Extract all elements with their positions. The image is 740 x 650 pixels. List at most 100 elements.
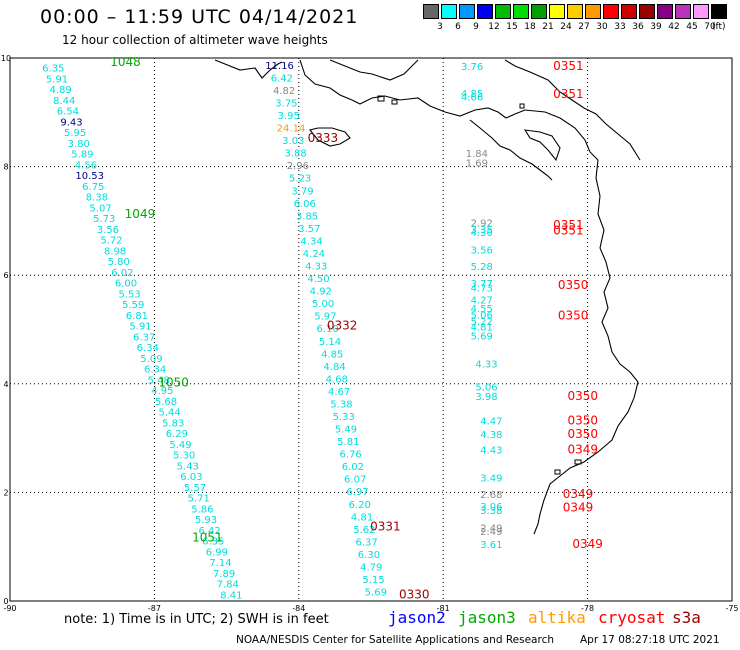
pass-number-label: 0350 <box>558 309 589 323</box>
swh-value: 3.06 <box>480 502 502 513</box>
swh-value: 4.85 <box>321 349 343 360</box>
pass-number-label: 1048 <box>110 55 141 69</box>
x-tick-label: -87 <box>148 604 161 613</box>
legend-swatch <box>423 4 439 19</box>
legend-swatch-label: 24 <box>560 22 572 32</box>
swh-value: 4.38 <box>480 430 502 441</box>
swh-value: 5.80 <box>108 257 130 268</box>
swh-value: 3.03 <box>282 136 304 147</box>
pass-number-label: 1051 <box>192 530 223 544</box>
swh-value: 5.57 <box>184 483 206 494</box>
swh-value: 7.84 <box>217 580 239 591</box>
pass-number-label: 1050 <box>158 376 189 390</box>
pass-number-label: 0350 <box>568 414 599 428</box>
swh-value: 4.79 <box>360 562 382 573</box>
swh-value: 8.44 <box>53 96 75 107</box>
legend-swatch-label: 27 <box>578 22 590 32</box>
pass-number-label: 0351 <box>553 59 584 73</box>
mission-label-cryosat: cryosat <box>598 608 666 627</box>
coastline-bay <box>523 129 561 162</box>
swh-value: 4.92 <box>310 287 332 298</box>
legend-swatch-label: 36 <box>632 22 644 32</box>
swh-value: 6.37 <box>133 332 155 343</box>
swh-value: 2.96 <box>287 161 309 172</box>
pass-number-label: 0349 <box>563 500 594 514</box>
legend-swatch-label: 12 <box>488 22 500 32</box>
swh-value: 5.83 <box>162 418 184 429</box>
y-tick-label: 10 <box>1 54 11 63</box>
swh-value: 5.89 <box>71 150 93 161</box>
pass-number-label: 0351 <box>553 223 584 237</box>
swh-value: 5.15 <box>362 575 384 586</box>
swh-value: 5.69 <box>365 588 387 599</box>
credit-text: NOAA/NESDIS Center for Satellite Applica… <box>236 634 554 646</box>
swh-value: 7.14 <box>209 558 231 569</box>
swh-value: 24.14 <box>277 124 306 135</box>
swh-value: 5.91 <box>129 322 151 333</box>
swh-value: 5.95 <box>64 128 86 139</box>
footer-note: note: 1) Time is in UTC; 2) SWH is in fe… <box>64 612 329 627</box>
swh-value: 5.86 <box>191 504 213 515</box>
swh-value: 4.47 <box>480 417 502 428</box>
swh-value: 9.43 <box>60 117 82 128</box>
swh-value: 6.81 <box>126 311 148 322</box>
swh-value: 6.42 <box>198 526 220 537</box>
swh-value: 2.92 <box>471 218 493 229</box>
mission-label-s3a: s3a <box>672 608 701 627</box>
swh-value: 6.02 <box>111 268 133 279</box>
swh-value: 4.68 <box>326 374 348 385</box>
x-tick-label: -75 <box>725 604 738 613</box>
satellite-tracks: 6.355.914.898.446.549.435.953.805.894.56… <box>42 55 429 601</box>
legend-swatch-label: 15 <box>506 22 518 32</box>
legend-swatch <box>459 4 475 19</box>
legend-swatch-label: 45 <box>686 22 698 32</box>
chart-subtitle: 12 hour collection of altimeter wave hei… <box>62 33 328 47</box>
legend-swatch-label: 33 <box>614 22 626 32</box>
swh-value: 7.89 <box>213 569 235 580</box>
swh-value: 5.38 <box>330 399 352 410</box>
swh-value: 5.72 <box>100 236 122 247</box>
swh-value: 4.89 <box>49 85 71 96</box>
swh-value: 3.35 <box>471 225 493 236</box>
swh-value: 5.00 <box>312 299 334 310</box>
swh-value: 4.67 <box>328 387 350 398</box>
coastline-florida <box>469 119 553 181</box>
legend-swatch-label: 39 <box>650 22 662 32</box>
coastline <box>214 59 641 535</box>
x-tick-label: -78 <box>581 604 594 613</box>
swh-value: 3.77 <box>471 279 493 290</box>
pass-number-label: 0331 <box>370 519 401 533</box>
swh-value: 3.56 <box>97 225 119 236</box>
legend-swatch <box>639 4 655 19</box>
legend-swatch-label: 18 <box>524 22 536 32</box>
swh-value: 5.91 <box>46 74 68 85</box>
legend-swatch <box>531 4 547 19</box>
legend-swatch-label: 42 <box>668 22 680 32</box>
pass-number-label: 0349 <box>572 537 603 551</box>
swh-value: 3.79 <box>291 186 313 197</box>
swh-value: 5.28 <box>471 262 493 273</box>
swh-value: 4.43 <box>480 445 502 456</box>
swh-value: 3.85 <box>296 211 318 222</box>
swh-value: 6.10 <box>317 324 339 335</box>
swh-value: 4.50 <box>307 274 329 285</box>
x-tick-label: -81 <box>437 604 450 613</box>
legend-swatch <box>585 4 601 19</box>
legend-swatch <box>513 4 529 19</box>
swh-value: 4.55 <box>471 304 493 315</box>
y-tick-label: 8 <box>3 163 8 172</box>
legend-swatch <box>621 4 637 19</box>
swh-value: 4.66 <box>461 92 483 103</box>
swh-value: 5.69 <box>471 331 493 342</box>
swh-value: 3.61 <box>480 540 502 551</box>
plot-frame <box>9 57 733 602</box>
swh-value: 4.24 <box>303 249 325 260</box>
mission-label-altika: altika <box>528 608 586 627</box>
swh-value: 5.97 <box>314 312 336 323</box>
chart-title: 00:00 – 11:59 UTC 04/14/2021 <box>40 6 359 28</box>
swh-value: 4.27 <box>471 295 493 306</box>
swh-value: 6.07 <box>344 475 366 486</box>
swh-value: 4.33 <box>475 360 497 371</box>
swh-value: 3.95 <box>278 111 300 122</box>
